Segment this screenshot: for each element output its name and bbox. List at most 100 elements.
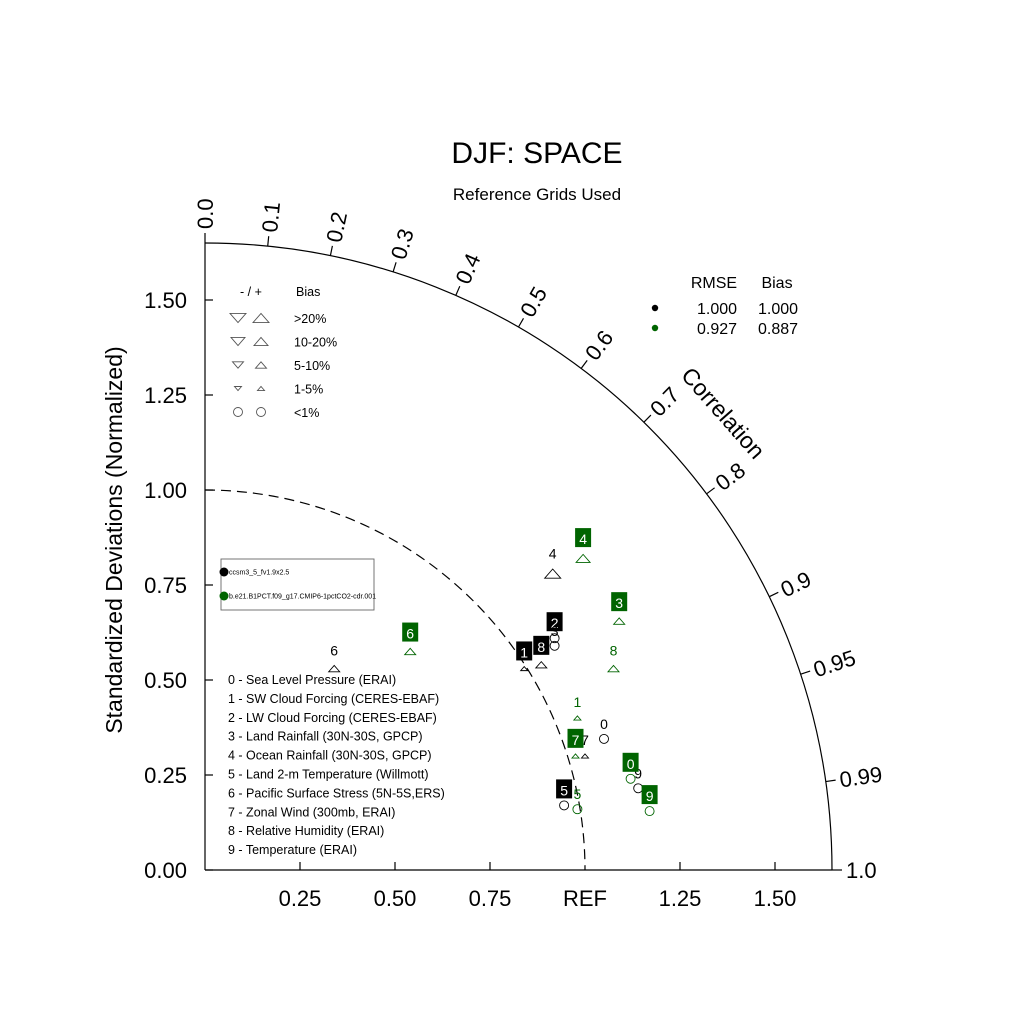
y-tick-label: 1.25 (144, 383, 187, 408)
stats-bias-value: 0.887 (758, 321, 798, 338)
correlation-tick-mark (706, 487, 715, 495)
data-point-label: 6 (406, 626, 414, 642)
correlation-tick-mark (580, 360, 588, 369)
variable-legend-item: 3 - Land Rainfall (30N-30S, GPCP) (228, 730, 423, 744)
data-point-label-box (575, 528, 592, 548)
correlation-tick-mark (329, 245, 333, 256)
y-tick-label: 0.25 (144, 763, 187, 788)
data-point-label: 7 (572, 732, 580, 748)
bias-legend-label: 10-20% (294, 336, 337, 350)
case-legend-dot (219, 567, 229, 577)
data-point-label: 1 (574, 694, 582, 710)
data-point-marker (534, 660, 548, 669)
bias-legend-label: 1-5% (294, 383, 323, 397)
correlation-tick-label: 0.8 (711, 457, 750, 495)
x-tick-label: 0.25 (279, 886, 322, 911)
bias-legend-circle-left (233, 407, 243, 417)
variable-legend-item: 9 - Temperature (ERAI) (228, 843, 357, 857)
y-tick-label: 0.75 (144, 573, 187, 598)
correlation-tick-mark (455, 285, 461, 296)
data-point-label: 4 (549, 545, 557, 561)
data-point-label-box (611, 592, 628, 612)
data-point-marker (559, 800, 570, 811)
data-point-marker (580, 753, 590, 759)
correlation-tick-mark (267, 236, 270, 247)
data-point-label-box (546, 612, 563, 632)
bias-legend-label: >20% (294, 312, 326, 326)
data-point-label: 9 (634, 765, 642, 781)
bias-legend-sign-header: - / + (240, 285, 262, 299)
bias-legend-up-triangle (252, 312, 270, 324)
case-legend-box (220, 558, 375, 611)
data-point-label: 7 (581, 732, 589, 748)
stats-rmse-value: 0.927 (697, 321, 737, 338)
data-point-label: 2 (551, 615, 559, 631)
data-point-label: 3 (551, 623, 559, 639)
data-point-marker (403, 647, 417, 656)
data-point-marker (607, 664, 620, 673)
data-point-marker (612, 617, 626, 625)
x-tick-label: 0.50 (374, 886, 417, 911)
data-point-label: 8 (537, 639, 545, 655)
variable-legend-item: 1 - SW Cloud Forcing (CERES-EBAF) (228, 692, 439, 706)
correlation-tick-label: 0.3 (386, 226, 419, 263)
x-tick-label: 0.75 (469, 886, 512, 911)
y-tick-label: 1.50 (144, 288, 187, 313)
x-tick-label: 1.50 (754, 886, 797, 911)
data-point-label: 8 (610, 643, 618, 659)
stats-bias-header: Bias (761, 275, 792, 292)
data-point-label: 0 (627, 756, 635, 772)
data-point-label-box (567, 728, 584, 748)
bias-legend-up-triangle (254, 361, 268, 369)
data-point-marker (519, 665, 529, 672)
bias-legend-down-triangle (229, 312, 247, 324)
correlation-tick-label: 0.95 (810, 645, 858, 682)
case-legend-label: b.e21.B1PCT.f09_g17.CMIP6-1pctCO2-cdr.00… (229, 594, 376, 601)
bias-legend-up-triangle (253, 336, 269, 346)
data-point-marker (644, 806, 655, 817)
bias-legend-bias-header: Bias (296, 285, 320, 299)
data-point-marker (549, 633, 560, 644)
variable-legend-item: 2 - LW Cloud Forcing (CERES-EBAF) (228, 711, 437, 725)
correlation-tick-mark (825, 779, 836, 783)
data-point-marker (625, 773, 636, 784)
correlation-tick-label: 0.1 (257, 201, 285, 234)
correlation-tick-mark (517, 318, 525, 328)
correlation-tick-label: 0.5 (515, 282, 552, 321)
bias-legend-circle-right (256, 407, 266, 417)
y-tick-label: 1.00 (144, 478, 187, 503)
chart-title: DJF: SPACE (451, 137, 622, 170)
data-point-label: 1 (520, 644, 528, 660)
bias-legend-label: <1% (294, 406, 319, 420)
stats-row-dot (651, 324, 659, 332)
data-point-label-box (402, 622, 419, 642)
data-point-marker (571, 753, 580, 759)
bias-legend-down-triangle (231, 361, 245, 369)
variable-legend-item: 7 - Zonal Wind (300mb, ERAI) (228, 805, 395, 819)
data-point-marker (543, 568, 562, 579)
bias-legend-down-triangle (230, 337, 246, 347)
data-point-label-box (516, 641, 533, 661)
data-point-marker (633, 783, 644, 794)
data-point-label-box (533, 635, 550, 655)
data-point-label-box (641, 785, 658, 805)
data-point-marker (599, 733, 609, 744)
correlation-tick-label: 1.0 (846, 858, 877, 883)
y-axis-title: Standardized Deviations (Normalized) (101, 346, 127, 733)
bias-legend-down-triangle (233, 386, 243, 392)
data-point-marker (549, 640, 560, 651)
case-legend-label: ccsm3_5_fv1.9x2.5 (229, 570, 289, 577)
data-point-label-box (622, 752, 639, 772)
correlation-tick-mark (769, 591, 779, 598)
variable-legend-item: 8 - Relative Humidity (ERAI) (228, 824, 384, 838)
x-tick-label: 1.25 (659, 886, 702, 911)
data-point-marker (572, 804, 583, 815)
correlation-tick-label: 0.9 (777, 566, 815, 602)
data-point-label: 5 (560, 782, 568, 798)
data-point-marker (327, 664, 341, 673)
case-legend-dot (219, 591, 229, 601)
data-point-marker (575, 553, 592, 563)
stats-rmse-header: RMSE (691, 275, 737, 292)
